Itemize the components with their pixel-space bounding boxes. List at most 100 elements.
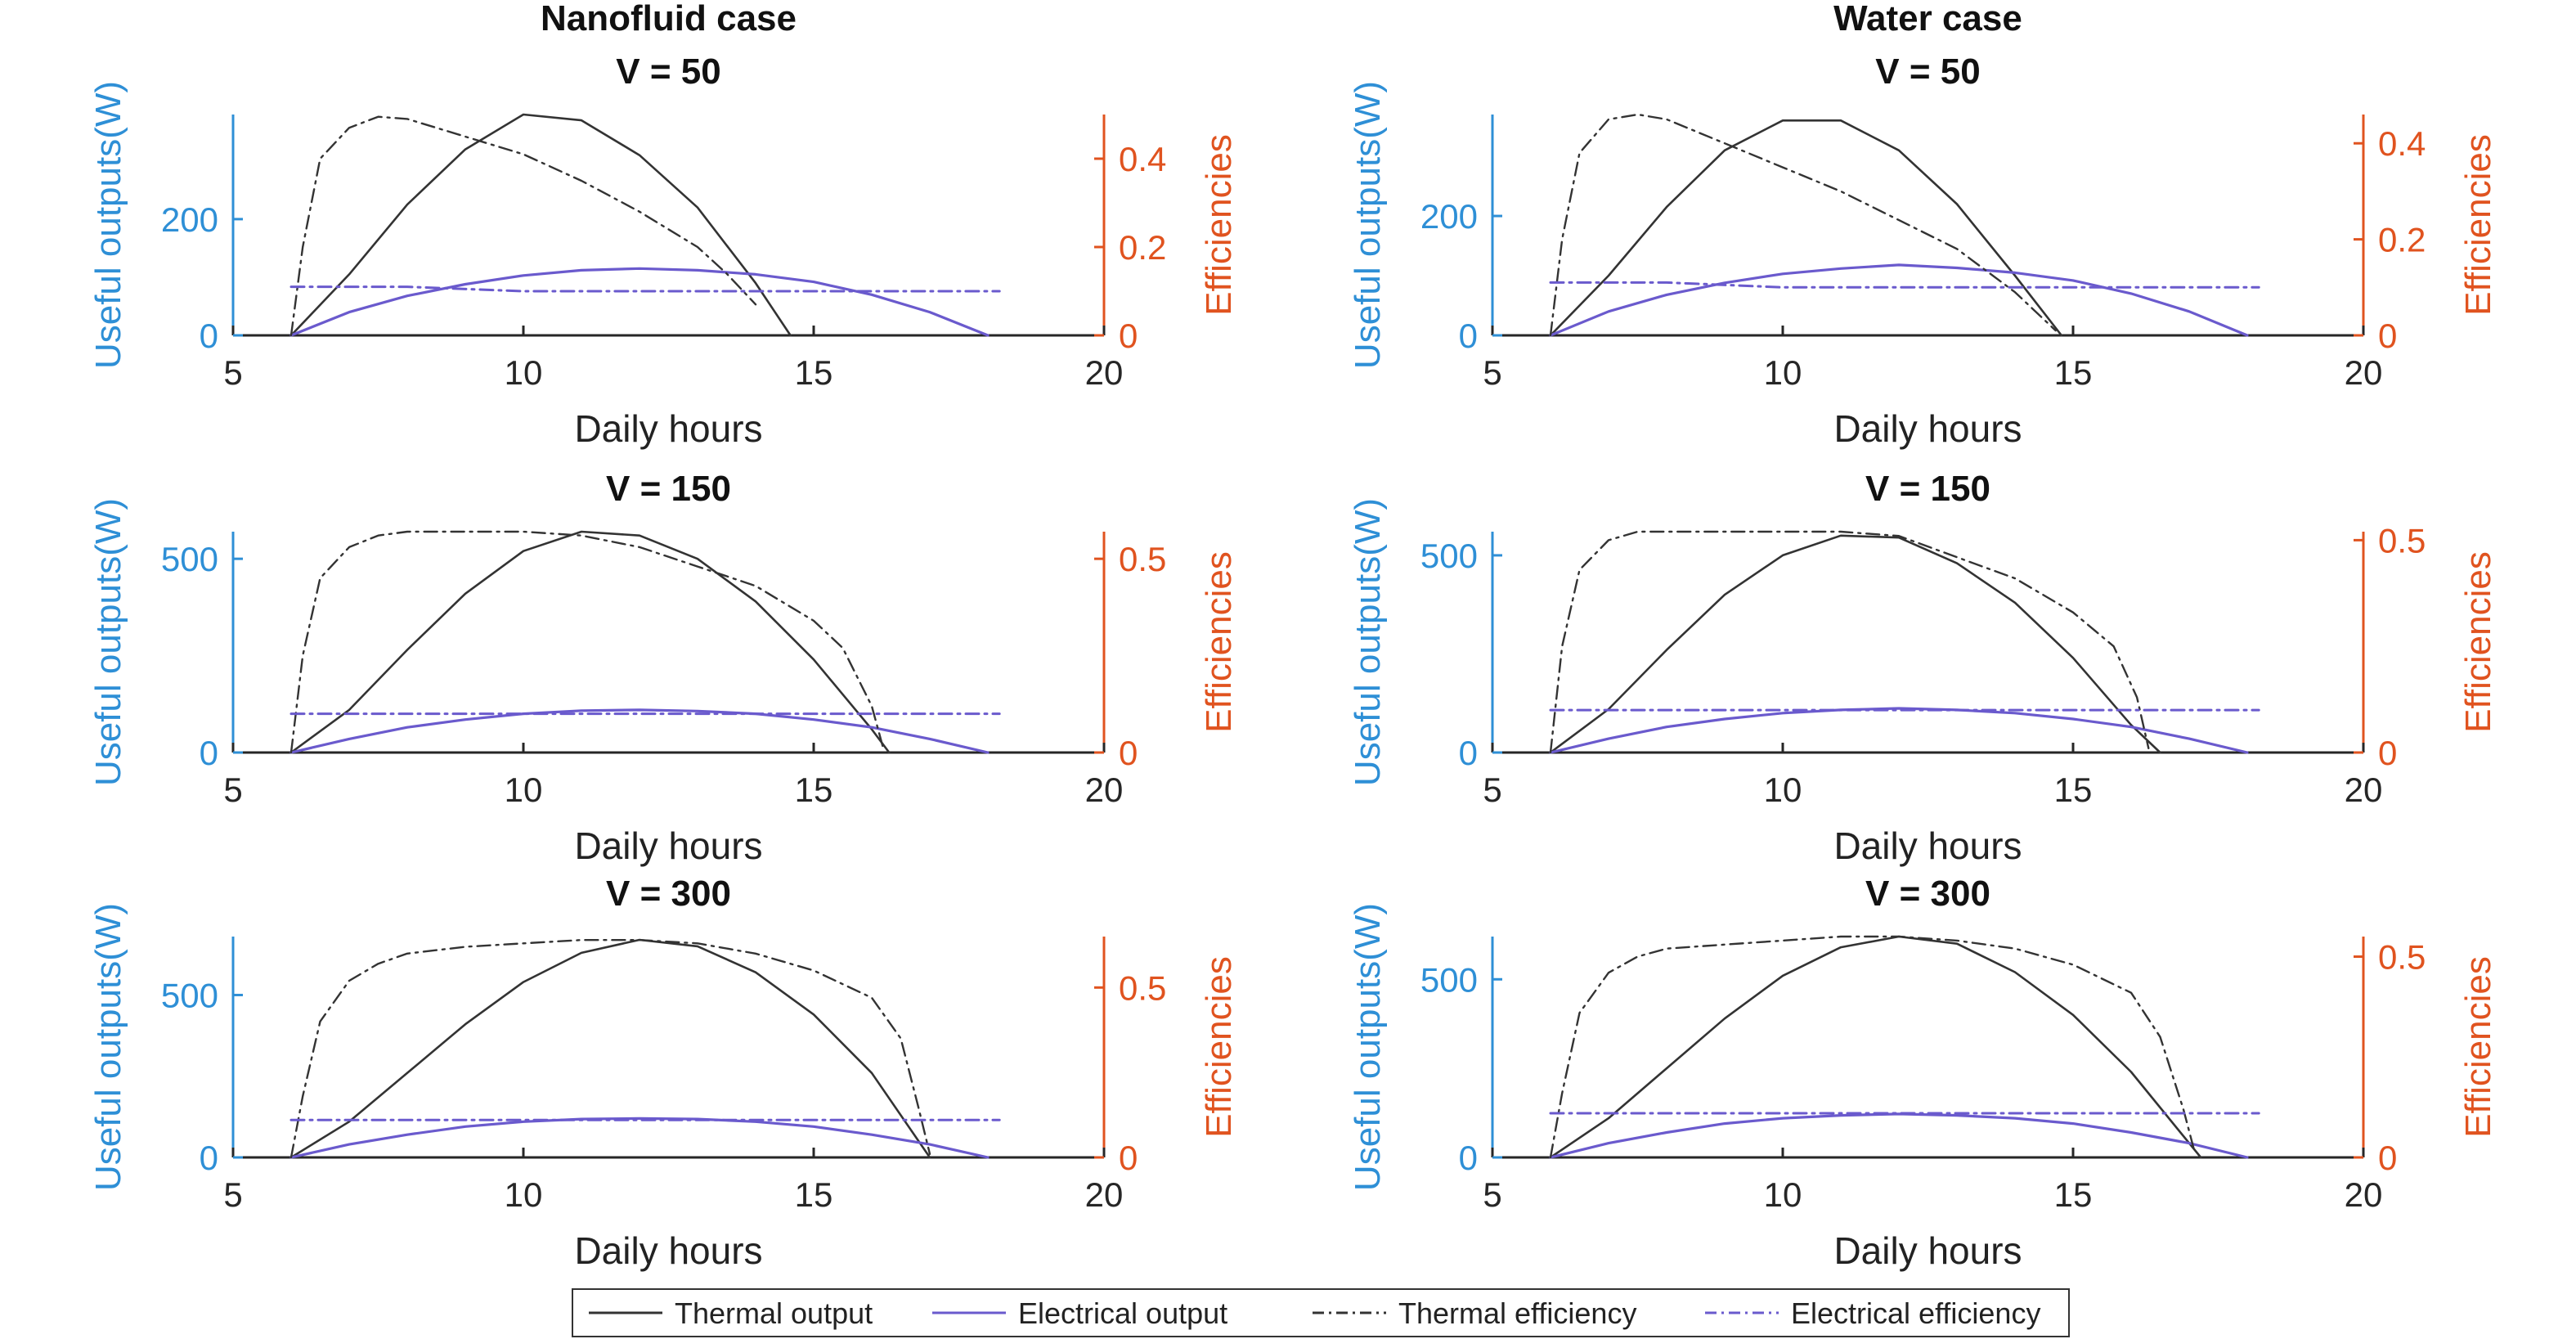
right-y-tick-label: 0: [1119, 734, 1138, 772]
x-tick-label: 5: [1483, 771, 1501, 809]
right-y-tick-label: 0: [1119, 317, 1138, 355]
right-y-axis-label: Efficiencies: [2458, 134, 2498, 316]
x-tick-label: 10: [1764, 1175, 1802, 1214]
x-axis-label: Daily hours: [1833, 1229, 2022, 1272]
left-y-axis-label: Useful outputs(W): [1348, 498, 1388, 786]
x-tick-label: 15: [2054, 353, 2093, 392]
x-axis-label: Daily hours: [574, 407, 762, 450]
x-tick-label: 10: [505, 1175, 543, 1214]
subplot-3: V = 150 5 10 15 20 Daily hours 0 500 Useful outp…: [88, 469, 1239, 867]
right-y-tick-label: 0: [2378, 1139, 2397, 1177]
legend: Thermal output Electrical output Thermal e…: [572, 1288, 2070, 1337]
series-line-electrical-output: [289, 267, 990, 337]
legend-label: Thermal efficiency: [1398, 1296, 1636, 1330]
x-tick-label: 5: [1483, 353, 1501, 392]
x-tick-label: 10: [505, 353, 543, 392]
left-y-axis-label: Useful outputs(W): [1348, 81, 1388, 369]
right-y-tick-label: 0: [2378, 734, 2397, 772]
right-y-tick-label: 0: [2378, 317, 2397, 355]
left-y-tick-label: 0: [1459, 317, 1478, 355]
x-axis-label: Daily hours: [1833, 825, 2022, 867]
left-y-axis-label: Useful outputs(W): [88, 81, 128, 369]
series-line-thermal-output: [1549, 119, 2063, 337]
series-line-thermal-output: [289, 530, 891, 754]
subplot-title: V = 150: [606, 469, 731, 509]
x-tick-label: 5: [223, 353, 242, 392]
left-y-tick-label: 500: [161, 540, 218, 578]
subplot-5: V = 300 5 10 15 20 Daily hours 0 500 Useful outp…: [88, 874, 1239, 1272]
x-tick-label: 10: [1764, 771, 1802, 809]
x-tick-label: 20: [2345, 1175, 2383, 1214]
legend-label: Thermal output: [675, 1296, 873, 1330]
x-tick-label: 20: [1085, 353, 1124, 392]
subplot-2: Water case V = 50 5 10 15 20 Daily hours 0 200 Us…: [1348, 0, 2498, 450]
legend-label: Electrical output: [1018, 1296, 1227, 1330]
right-y-tick-label: 0: [1119, 1139, 1138, 1177]
left-y-tick-label: 0: [200, 1139, 218, 1177]
left-y-tick-label: 0: [200, 317, 218, 355]
right-y-axis-label: Efficiencies: [1199, 551, 1239, 733]
right-y-tick-label: 0.5: [1119, 968, 1166, 1007]
series-line-thermal-efficiency: [1549, 113, 2057, 337]
left-y-axis-label: Useful outputs(W): [1348, 903, 1388, 1191]
column-title: Nanofluid case: [541, 0, 797, 38]
x-tick-label: 15: [795, 353, 833, 392]
x-tick-label: 20: [2345, 353, 2383, 392]
subplot-title: V = 150: [1865, 469, 1990, 509]
subplot-title: V = 300: [1865, 874, 1990, 914]
subplot-title: V = 300: [606, 874, 731, 914]
subplot-1: Nanofluid case V = 50 5 10 15 20 Daily hours 0 2…: [88, 0, 1239, 450]
x-axis-label: Daily hours: [574, 825, 762, 867]
left-y-tick-label: 0: [1459, 1139, 1478, 1177]
subplot-4: V = 150 5 10 15 20 Daily hours 0 500 Useful outp…: [1348, 469, 2498, 867]
right-y-axis-label: Efficiencies: [2458, 551, 2498, 733]
x-axis-label: Daily hours: [574, 1229, 762, 1272]
right-y-tick-label: 0.4: [1119, 140, 1166, 178]
series-line-thermal-output: [289, 113, 792, 337]
x-tick-label: 10: [1764, 353, 1802, 392]
series-line-electrical-output: [289, 708, 990, 754]
right-y-tick-label: 0.5: [1119, 540, 1166, 578]
right-y-tick-label: 0.2: [1119, 228, 1166, 267]
column-title: Water case: [1833, 0, 2022, 38]
left-y-tick-label: 500: [1420, 960, 1478, 999]
subplot-title: V = 50: [1875, 52, 1980, 92]
series-line-electrical-output: [1549, 263, 2249, 337]
series-line-thermal-output: [1549, 935, 2202, 1159]
x-tick-label: 5: [223, 771, 242, 809]
series-line-electrical-output: [1549, 707, 2249, 754]
legend-item: Electrical output: [932, 1296, 1227, 1330]
left-y-tick-label: 0: [200, 734, 218, 772]
x-tick-label: 20: [1085, 771, 1124, 809]
subplot-title: V = 50: [616, 52, 720, 92]
x-tick-label: 20: [1085, 1175, 1124, 1214]
series-line-thermal-efficiency: [1549, 935, 2197, 1159]
right-y-tick-label: 0.5: [2378, 938, 2426, 977]
series-line-electrical-efficiency: [1549, 281, 2260, 289]
x-tick-label: 5: [223, 1175, 242, 1214]
right-y-axis-label: Efficiencies: [1199, 134, 1239, 316]
series-line-electrical-output: [289, 1117, 990, 1159]
left-y-tick-label: 200: [1420, 197, 1478, 236]
x-axis-label: Daily hours: [1833, 407, 2022, 450]
series-line-thermal-efficiency: [289, 115, 757, 337]
x-tick-label: 15: [2054, 1175, 2093, 1214]
left-y-tick-label: 200: [161, 200, 218, 239]
left-y-tick-label: 500: [161, 976, 218, 1014]
x-tick-label: 20: [2345, 771, 2383, 809]
series-line-thermal-output: [1549, 534, 2161, 754]
legend-item: Thermal output: [589, 1296, 873, 1330]
left-y-axis-label: Useful outputs(W): [88, 498, 128, 786]
left-y-tick-label: 500: [1420, 537, 1478, 575]
right-y-axis-label: Efficiencies: [2458, 956, 2498, 1138]
left-y-axis-label: Useful outputs(W): [88, 903, 128, 1191]
x-tick-label: 5: [1483, 1175, 1501, 1214]
x-tick-label: 15: [795, 771, 833, 809]
series-line-thermal-efficiency: [289, 530, 885, 754]
right-y-tick-label: 0.2: [2378, 221, 2426, 259]
x-tick-label: 15: [795, 1175, 833, 1214]
subplot-6: V = 300 5 10 15 20 Daily hours 0 500 Useful outp…: [1348, 874, 2498, 1272]
